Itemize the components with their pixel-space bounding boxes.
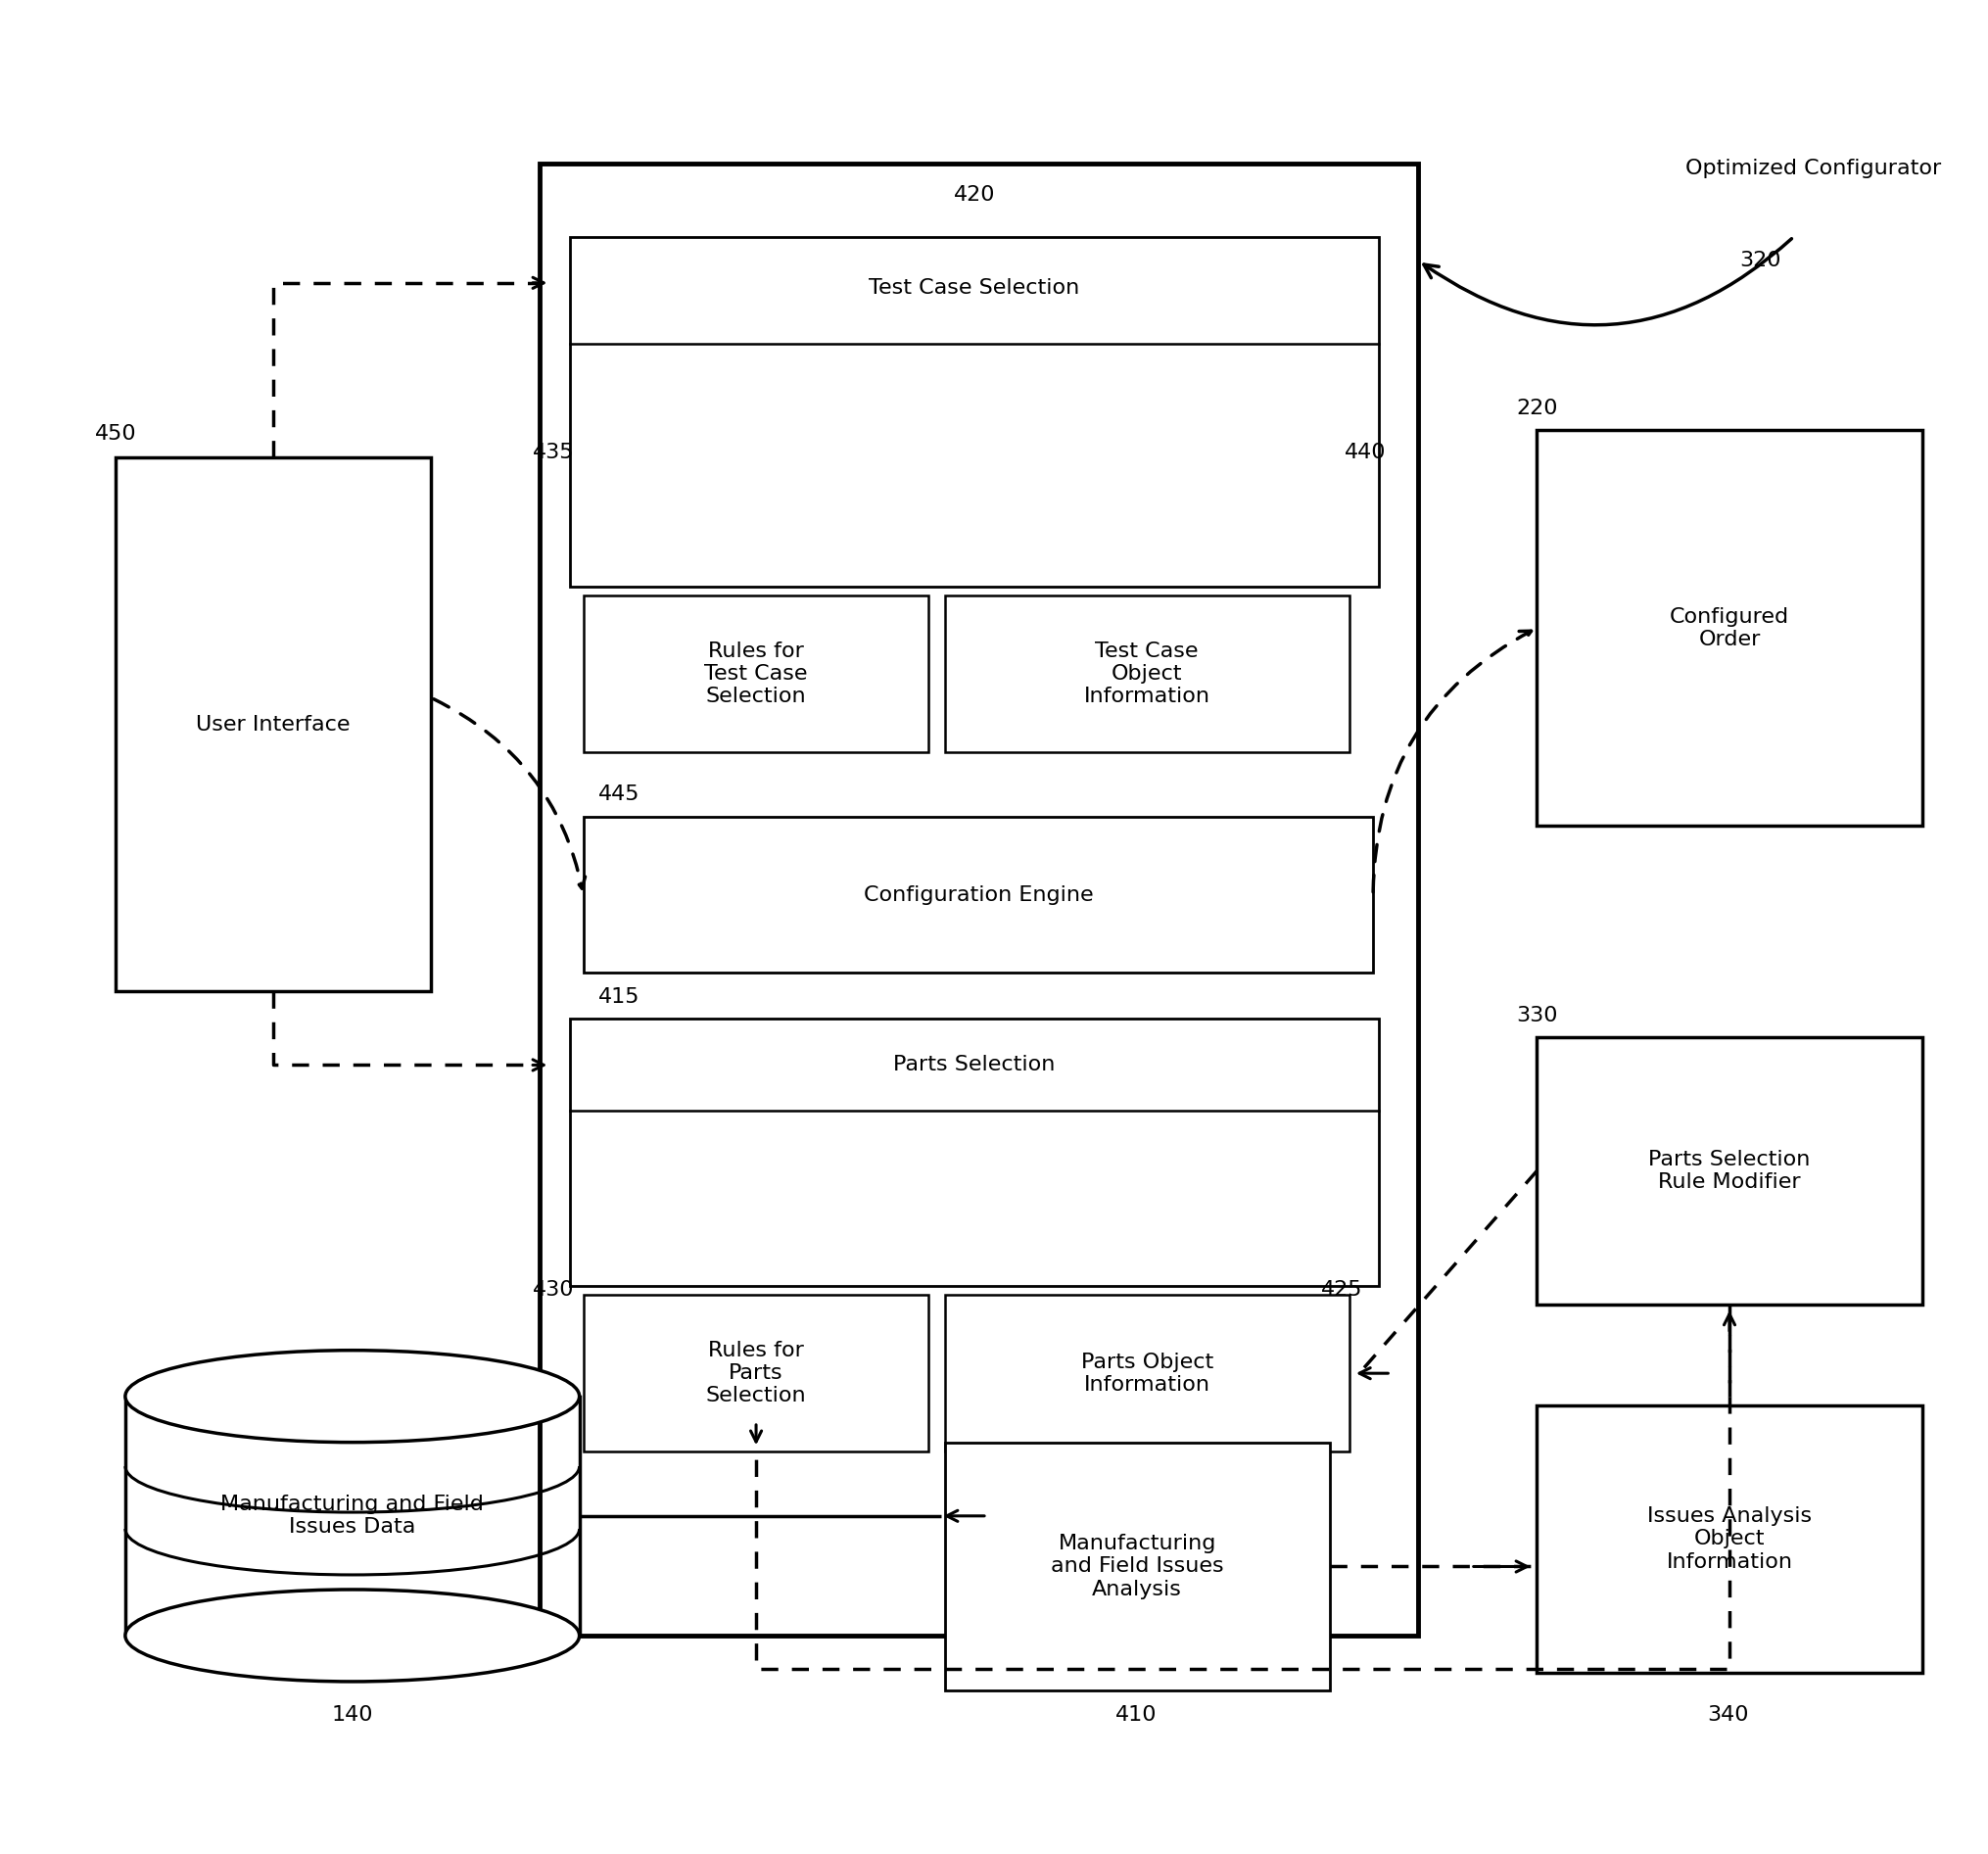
Text: Test Case Selection: Test Case Selection <box>869 278 1079 298</box>
Text: Rules for
Test Case
Selection: Rules for Test Case Selection <box>704 641 807 706</box>
Bar <box>569 1020 1380 1287</box>
Bar <box>944 595 1350 753</box>
Text: Test Case
Object
Information: Test Case Object Information <box>1083 641 1211 706</box>
Text: Parts Selection
Rule Modifier: Parts Selection Rule Modifier <box>1648 1149 1811 1192</box>
Text: Issues Analysis
Object
Information: Issues Analysis Object Information <box>1648 1507 1811 1572</box>
Text: User Interface: User Interface <box>197 716 350 734</box>
Bar <box>582 816 1374 973</box>
Bar <box>944 1296 1350 1452</box>
Text: Optimized Configurator: Optimized Configurator <box>1686 159 1942 178</box>
Text: 320: 320 <box>1740 250 1781 271</box>
Bar <box>582 1296 928 1452</box>
Text: 450: 450 <box>95 425 137 443</box>
Text: Configured
Order: Configured Order <box>1670 606 1789 649</box>
Bar <box>1537 1038 1922 1303</box>
Text: Manufacturing and Field
Issues Data: Manufacturing and Field Issues Data <box>221 1494 483 1537</box>
Text: 420: 420 <box>954 185 996 204</box>
Bar <box>1537 430 1922 825</box>
Text: 140: 140 <box>332 1706 374 1724</box>
Text: 445: 445 <box>598 784 640 805</box>
Text: Rules for
Parts
Selection: Rules for Parts Selection <box>706 1340 807 1405</box>
Bar <box>541 163 1419 1635</box>
Text: 410: 410 <box>1115 1706 1157 1724</box>
Text: 430: 430 <box>533 1279 575 1300</box>
Text: 340: 340 <box>1708 1706 1749 1724</box>
Bar <box>1537 1405 1922 1672</box>
Text: Parts Selection: Parts Selection <box>893 1055 1056 1075</box>
Ellipse shape <box>125 1589 579 1682</box>
Text: 330: 330 <box>1517 1005 1559 1025</box>
FancyArrowPatch shape <box>1423 239 1791 324</box>
Text: 220: 220 <box>1517 399 1559 417</box>
Ellipse shape <box>125 1350 579 1442</box>
Text: 435: 435 <box>533 443 575 462</box>
Bar <box>115 458 431 992</box>
Text: Configuration Engine: Configuration Engine <box>863 884 1093 905</box>
Text: 425: 425 <box>1320 1279 1362 1300</box>
Text: Manufacturing
and Field Issues
Analysis: Manufacturing and Field Issues Analysis <box>1052 1533 1225 1598</box>
Text: Parts Object
Information: Parts Object Information <box>1081 1352 1213 1394</box>
Bar <box>582 595 928 753</box>
Bar <box>569 237 1380 586</box>
Bar <box>944 1442 1330 1691</box>
Text: 440: 440 <box>1344 443 1386 462</box>
Text: 415: 415 <box>598 986 640 1007</box>
